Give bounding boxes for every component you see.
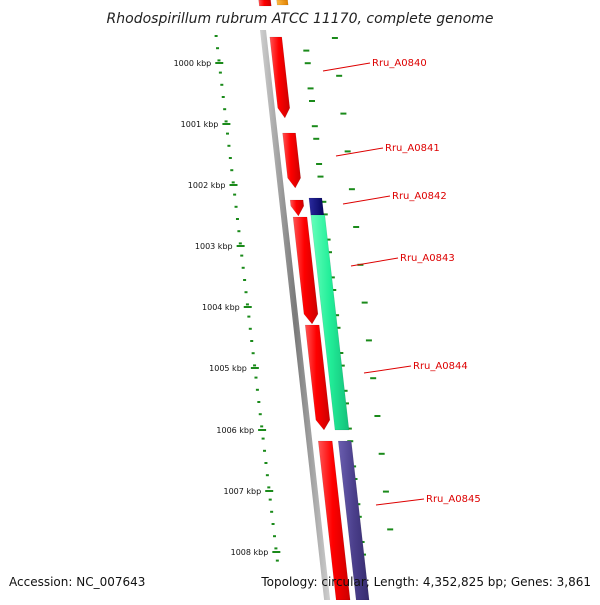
ruler-labels: 1000 kbp 1001 kbp 1002 kbp 1003 kbp 1004 kbp…: [174, 59, 269, 557]
ruler-kbp-label: 1004 kbp: [202, 303, 240, 312]
gene-label-leader: [375, 498, 425, 506]
ruler-kbp-label: 1006 kbp: [216, 426, 254, 435]
ruler-kbp-label: 1008 kbp: [231, 548, 269, 557]
gene-feature: [304, 324, 331, 431]
accession-text: Accession: NC_007643: [9, 575, 145, 589]
gene-labels: Rru_A0840 Rru_A0841 Rru_A0842 Rru_A0843 Rru_…: [322, 58, 481, 506]
gene-label-leader: [350, 257, 399, 267]
gene-feature: [282, 132, 301, 189]
gene-label-leader: [322, 62, 371, 72]
topology-text: Topology: circular; Length: 4,352,825 bp…: [260, 575, 591, 589]
map-title: Rhodospirillum rubrum ATCC 11170, comple…: [107, 11, 494, 27]
gene-feature: [308, 197, 325, 216]
gene-label-leader: [363, 365, 412, 374]
genome-backbone-line: [260, 30, 331, 600]
gene-feature: [276, 0, 289, 6]
ruler-kbp-label: 1000 kbp: [174, 59, 212, 68]
gene-label[interactable]: Rru_A0840: [372, 58, 427, 69]
ruler-kbp-label: 1002 kbp: [188, 181, 226, 190]
gene-feature: [289, 199, 305, 217]
gene-features: [258, 0, 370, 601]
ruler-kbp-label: 1005 kbp: [209, 364, 247, 373]
genome-backbone: [260, 30, 331, 600]
gene-label[interactable]: Rru_A0842: [392, 191, 447, 202]
gene-feature: [258, 0, 272, 7]
gene-label[interactable]: Rru_A0841: [385, 143, 440, 154]
gene-label[interactable]: Rru_A0843: [400, 253, 455, 264]
gene-label-leader: [342, 195, 391, 205]
gene-feature: [292, 216, 319, 325]
gene-label[interactable]: Rru_A0844: [413, 361, 468, 372]
gene-label[interactable]: Rru_A0845: [426, 494, 481, 505]
ruler-kbp-label: 1003 kbp: [195, 242, 233, 251]
gene-feature: [310, 214, 350, 431]
gene-label-leader: [335, 147, 384, 157]
ruler-kbp-label: 1007 kbp: [224, 487, 262, 496]
ruler-tick-track: [214, 35, 394, 562]
gene-feature: [269, 36, 291, 119]
ruler-kbp-label: 1001 kbp: [181, 120, 219, 129]
